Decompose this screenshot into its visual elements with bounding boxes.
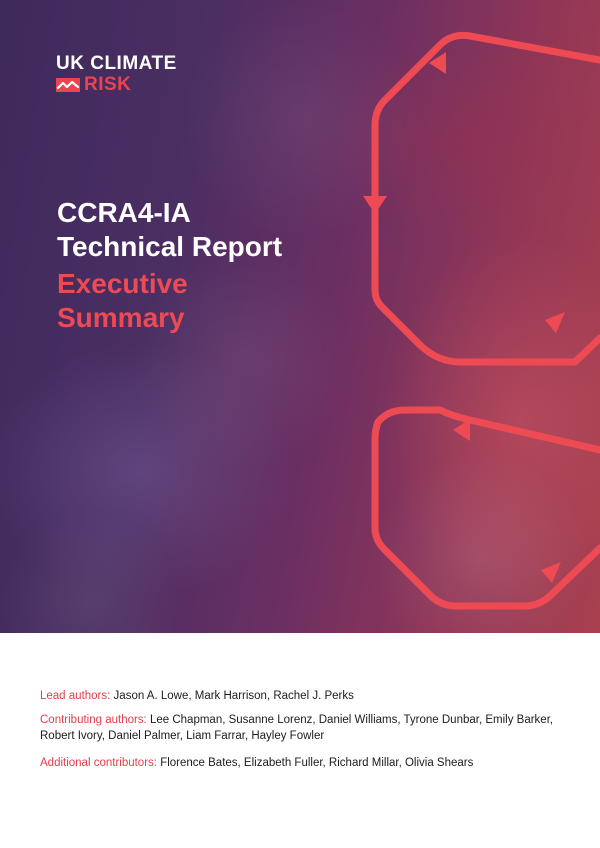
lead-authors-label: Lead authors: <box>40 690 111 702</box>
contributing-authors: Contributing authors: Lee Chapman, Susan… <box>40 712 570 744</box>
logo-text-climate: CLIMATE <box>90 53 177 74</box>
logo-wave-icon <box>56 77 80 92</box>
satellite-texture <box>0 0 600 633</box>
arrow-head-icon <box>453 419 470 441</box>
cycle-arrows-graphic <box>363 31 600 610</box>
additional-contributors-label: Additional contributors: <box>40 757 157 769</box>
uk-climate-risk-logo: UK CLIMATE RISK <box>56 54 177 94</box>
upper-loop-path <box>371 31 600 366</box>
additional-contributors-names: Florence Bates, Elizabeth Fuller, Richar… <box>160 757 474 769</box>
title-line-2: Technical Report <box>57 231 283 262</box>
cover-hero-image: UK CLIMATE RISK CCRA4-IA Technical Repor… <box>0 0 600 633</box>
arrow-head-icon <box>541 562 561 583</box>
lead-authors-names: Jason A. Lowe, Mark Harrison, Rachel J. … <box>113 690 354 702</box>
arrow-head-icon <box>363 196 387 214</box>
lead-authors: Lead authors: Jason A. Lowe, Mark Harris… <box>40 688 570 704</box>
title-line-1: CCRA4-IA <box>57 197 191 228</box>
report-title: CCRA4-IA Technical Report Executive Summ… <box>57 196 282 335</box>
arrow-head-icon <box>545 312 565 333</box>
arrow-head-icon <box>429 52 446 74</box>
lower-loop-path <box>371 406 600 610</box>
logo-text-uk: UK <box>56 53 85 74</box>
contributing-authors-label: Contributing authors: <box>40 714 147 726</box>
logo-text-risk: RISK <box>84 74 132 95</box>
contributing-authors-names: Lee Chapman, Susanne Lorenz, Daniel Will… <box>40 714 554 742</box>
subtitle-line-2: Summary <box>57 302 185 333</box>
subtitle-line-1: Executive <box>57 268 188 299</box>
author-credits: Lead authors: Jason A. Lowe, Mark Harris… <box>40 688 570 771</box>
additional-contributors: Additional contributors: Florence Bates,… <box>40 755 570 771</box>
